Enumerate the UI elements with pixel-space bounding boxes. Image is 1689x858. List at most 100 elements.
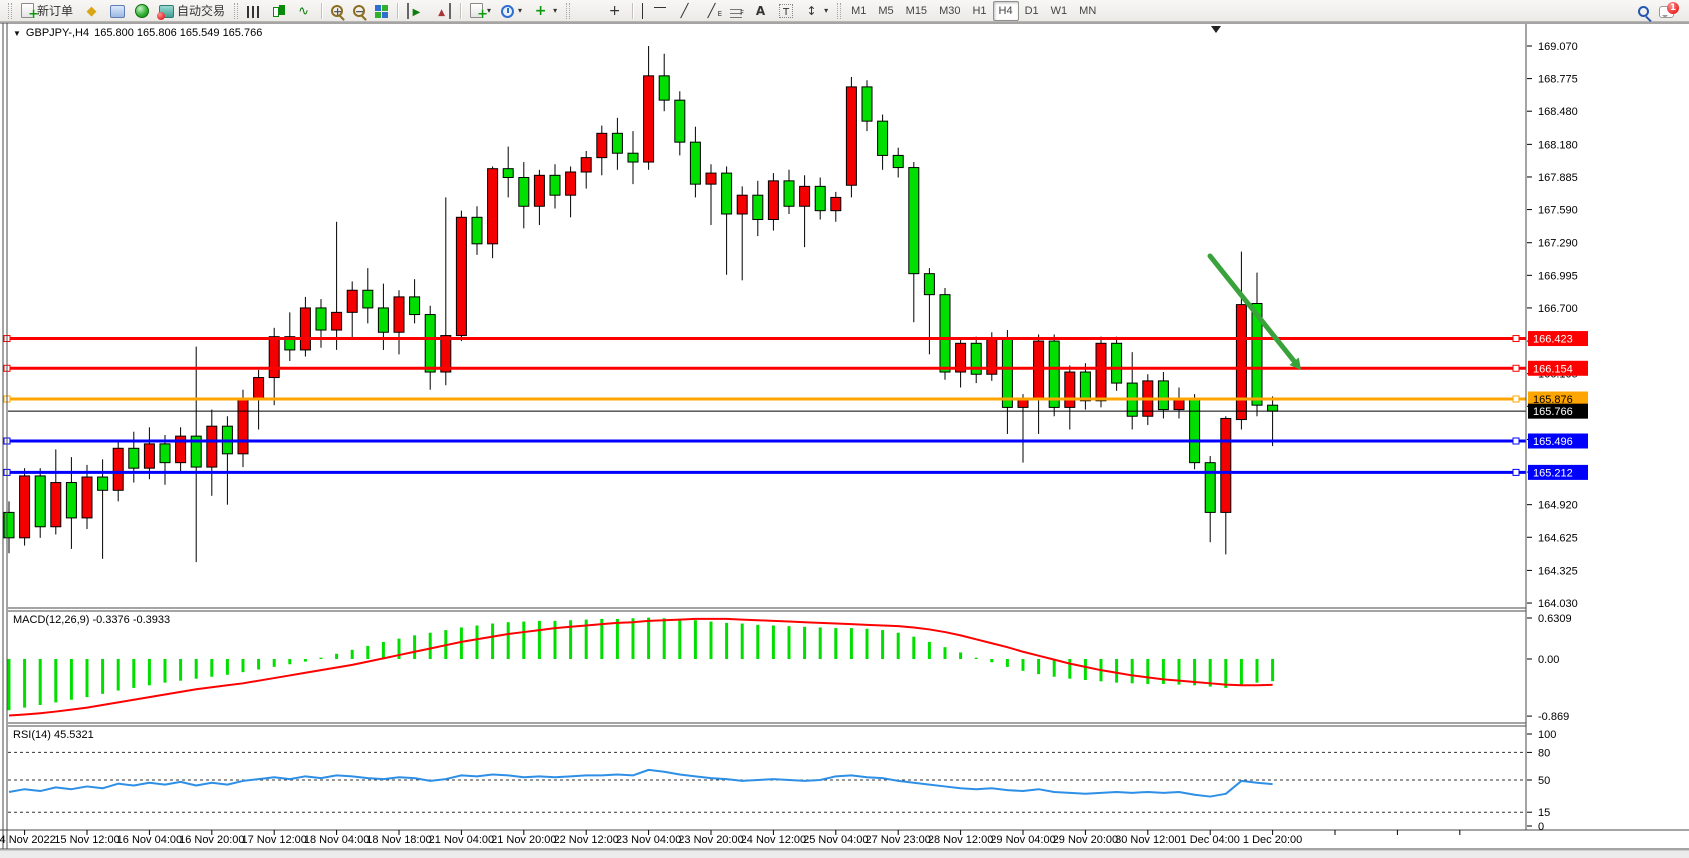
candlestick-chart-button[interactable] xyxy=(266,1,290,21)
hline-anchor[interactable] xyxy=(1512,364,1520,372)
indicators-button[interactable]: ▾ xyxy=(527,1,562,21)
crosshair-tool-button[interactable] xyxy=(601,1,628,21)
price-axis-label: 164.625 xyxy=(1538,532,1578,544)
auto-scroll-button[interactable] xyxy=(402,1,429,21)
rsi-axis-label: 50 xyxy=(1538,775,1550,787)
timeframe-button-M15[interactable]: M15 xyxy=(905,4,928,17)
metaquotes-button[interactable] xyxy=(78,1,105,21)
macd-axis-label: 0.6309 xyxy=(1538,613,1572,625)
candle-body xyxy=(1235,304,1247,421)
time-axis-label: 14 Nov 2022 xyxy=(0,834,56,846)
candle-body xyxy=(237,398,249,455)
annotation-arrow-head xyxy=(1289,357,1301,370)
chart-legend-ohlc: 165.800 165.806 165.549 165.766 xyxy=(94,27,263,39)
price-axis-label: 164.030 xyxy=(1538,598,1578,610)
signals-button[interactable] xyxy=(130,1,154,21)
hline-anchor[interactable] xyxy=(1512,335,1520,343)
candle-body xyxy=(939,294,951,373)
candle-body xyxy=(814,185,826,212)
annotation-arrow[interactable] xyxy=(1207,253,1299,367)
text-tool-icon xyxy=(752,3,769,19)
dropdown-caret-icon: ▾ xyxy=(518,6,523,15)
hline-anchor[interactable] xyxy=(1512,437,1520,445)
time-axis-label: 1 Dec 04:00 xyxy=(1181,834,1240,846)
arrows-tool-button[interactable]: ▾ xyxy=(798,1,833,21)
new-order-button[interactable]: 新订单 xyxy=(16,1,78,23)
label-tool-button[interactable] xyxy=(774,1,798,21)
zoom-out-button[interactable]: − xyxy=(348,1,370,21)
time-axis-label: 24 Nov 12:00 xyxy=(741,834,806,846)
time-axis-label: 21 Nov 04:00 xyxy=(429,834,494,846)
candle-body xyxy=(689,141,701,185)
vertical-line-tool-button[interactable] xyxy=(637,1,649,21)
candle-body xyxy=(1001,338,1013,408)
price-axis-label: 166.995 xyxy=(1538,270,1578,282)
cursor-tool-button[interactable] xyxy=(574,1,601,21)
rsi-pane: 100 80 50 15 0 xyxy=(8,729,1556,833)
chart-shift-button[interactable] xyxy=(429,1,456,21)
main-toolbar: 新订单 自动交易 + − ▾ ▾ xyxy=(0,0,1689,23)
market-watch-button[interactable] xyxy=(105,1,130,21)
candle-body xyxy=(50,482,62,528)
auto-trading-icon xyxy=(157,5,175,20)
candle-body xyxy=(752,194,764,221)
auto-trading-button[interactable]: 自动交易 xyxy=(154,1,230,21)
bar-chart-button[interactable] xyxy=(242,1,266,21)
price-badge-text: 165.876 xyxy=(1533,394,1573,406)
horizontal-line-tool-button[interactable] xyxy=(649,1,671,21)
zoom-out-icon: − xyxy=(353,5,366,18)
time-axis-label: 29 Nov 20:00 xyxy=(1053,834,1118,846)
candle-body xyxy=(34,475,46,528)
toolbar-grip xyxy=(8,2,12,19)
price-axis-label: 167.290 xyxy=(1538,238,1578,250)
timeframe-button-W1[interactable]: W1 xyxy=(1050,4,1068,17)
line-chart-button[interactable] xyxy=(290,1,317,21)
tile-windows-button[interactable] xyxy=(370,1,393,21)
rsi-axis-label: 100 xyxy=(1538,729,1556,741)
candle-body xyxy=(892,154,904,169)
price-badge-165.876 xyxy=(1528,391,1588,407)
candle-body xyxy=(455,216,467,337)
notifications-button[interactable]: 1 xyxy=(1654,1,1679,21)
price-axis-label: 168.480 xyxy=(1538,106,1578,118)
new-chart-icon xyxy=(470,3,488,23)
timeframe-button-H4[interactable]: H4 xyxy=(992,0,1019,21)
candle-body xyxy=(955,342,967,373)
candle-body xyxy=(471,216,483,245)
fibonacci-tool-button[interactable]: F xyxy=(725,1,747,21)
new-chart-button[interactable]: ▾ xyxy=(465,1,496,23)
auto-scroll-icon xyxy=(407,2,424,19)
toolbar-grip xyxy=(837,2,842,19)
timeframe-button-H1[interactable]: H1 xyxy=(972,4,987,17)
timeframe-button-M30[interactable]: M30 xyxy=(939,4,961,17)
chart-legend-symbol: GBPJPY-,H4 xyxy=(25,27,90,39)
timeframe-button-M1[interactable]: M1 xyxy=(851,4,867,17)
profiles-button[interactable]: ▾ xyxy=(496,1,527,21)
text-tool-button[interactable] xyxy=(747,1,774,21)
chart-plot-area[interactable] xyxy=(8,24,1526,608)
candle-body xyxy=(424,314,436,373)
chart-shift-marker[interactable] xyxy=(1211,26,1221,33)
timeframe-button-M5[interactable]: M5 xyxy=(878,4,894,17)
macd-indicator-label: MACD(12,26,9) -0.3376 -0.3933 xyxy=(13,614,171,626)
price-axis: 169.070 168.775 168.480 168.180 167.885 167.5… xyxy=(1527,41,1578,610)
candle-body xyxy=(705,172,717,185)
rsi-line xyxy=(8,768,1273,798)
timeframe-button-MN[interactable]: MN xyxy=(1079,4,1097,17)
time-axis-label: 22 Nov 12:00 xyxy=(553,834,618,846)
time-axis-label: 16 Nov 04:00 xyxy=(117,834,182,846)
search-button[interactable] xyxy=(1633,1,1654,21)
candle-body xyxy=(190,435,202,468)
timeframe-button-D1[interactable]: D1 xyxy=(1024,4,1039,17)
hline-anchor[interactable] xyxy=(1512,395,1520,403)
toolbar-grip xyxy=(566,2,571,19)
trendline-tool-button[interactable] xyxy=(671,1,698,21)
zoom-in-button[interactable]: + xyxy=(326,1,348,21)
chart-context-icon[interactable]: ▼ xyxy=(13,28,21,38)
macd-pane: 0.6309 0.00 -0.869 xyxy=(7,613,1572,723)
channel-tool-button[interactable]: E xyxy=(698,1,725,21)
status-strip xyxy=(0,850,1689,858)
hline-anchor[interactable] xyxy=(1512,468,1520,476)
